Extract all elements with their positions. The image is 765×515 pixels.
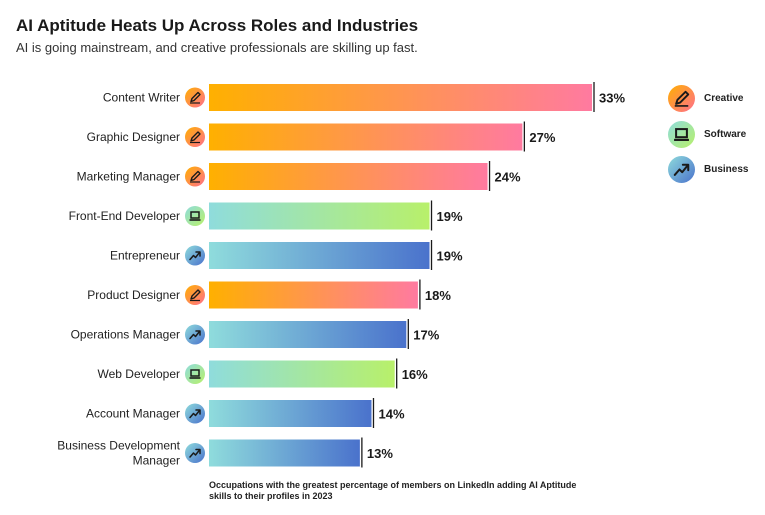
trend-up-icon xyxy=(185,324,205,345)
value-label: 16% xyxy=(402,367,428,382)
bar xyxy=(209,202,430,230)
value-label: 33% xyxy=(599,91,625,106)
value-label: 19% xyxy=(437,249,463,264)
trend-up-icon xyxy=(185,403,205,424)
category-label: Content Writer xyxy=(103,91,180,105)
legend-label-software: Software xyxy=(704,128,747,140)
pencil-icon xyxy=(668,84,695,112)
bar xyxy=(209,84,592,111)
value-label: 14% xyxy=(378,407,404,422)
chart-title: AI Aptitude Heats Up Across Roles and In… xyxy=(16,16,419,35)
trend-up-icon xyxy=(185,245,205,266)
legend-label-business: Business xyxy=(704,163,749,175)
bar xyxy=(209,242,430,269)
category-label: Business Development Manager xyxy=(57,439,180,468)
legend-item-business: Business xyxy=(668,155,765,183)
value-label: 17% xyxy=(413,328,439,343)
pencil-icon xyxy=(185,285,205,305)
bar xyxy=(209,321,407,348)
value-label: 19% xyxy=(437,209,463,224)
trend-up-icon xyxy=(185,443,205,463)
category-label: Operations Manager xyxy=(71,328,180,342)
bar xyxy=(209,439,360,467)
pencil-icon xyxy=(185,87,205,108)
bar xyxy=(209,281,418,309)
value-label: 13% xyxy=(367,446,393,461)
value-label: 18% xyxy=(425,288,451,303)
chart-subtitle: AI is going mainstream, and creative pro… xyxy=(16,40,418,55)
category-label: Account Manager xyxy=(86,407,180,421)
pencil-icon xyxy=(668,84,695,112)
bar xyxy=(209,123,523,151)
pencil-icon xyxy=(185,127,205,147)
legend-label-creative: Creative xyxy=(704,92,744,104)
laptop-icon xyxy=(185,364,205,384)
bar xyxy=(209,163,488,190)
category-label: Entrepreneur xyxy=(110,249,180,263)
category-label: Front-End Developer xyxy=(69,209,180,223)
trend-up-icon xyxy=(668,155,695,183)
laptop-icon xyxy=(668,120,695,148)
legend-item-software: Software xyxy=(668,120,765,148)
value-label: 24% xyxy=(495,170,521,185)
footnote: Occupations with the greatest percentage… xyxy=(209,480,577,501)
laptop-icon xyxy=(185,206,205,226)
category-label: Product Designer xyxy=(87,288,180,302)
category-label: Web Developer xyxy=(98,367,181,381)
bar xyxy=(209,360,395,388)
category-label: Marketing Manager xyxy=(77,170,180,184)
laptop-icon xyxy=(668,120,695,148)
bar xyxy=(209,400,372,427)
legend-item-creative: Creative xyxy=(668,84,765,112)
trend-up-icon xyxy=(668,155,695,183)
value-label: 27% xyxy=(529,130,555,145)
pencil-icon xyxy=(185,166,205,187)
category-label: Graphic Designer xyxy=(87,130,180,144)
